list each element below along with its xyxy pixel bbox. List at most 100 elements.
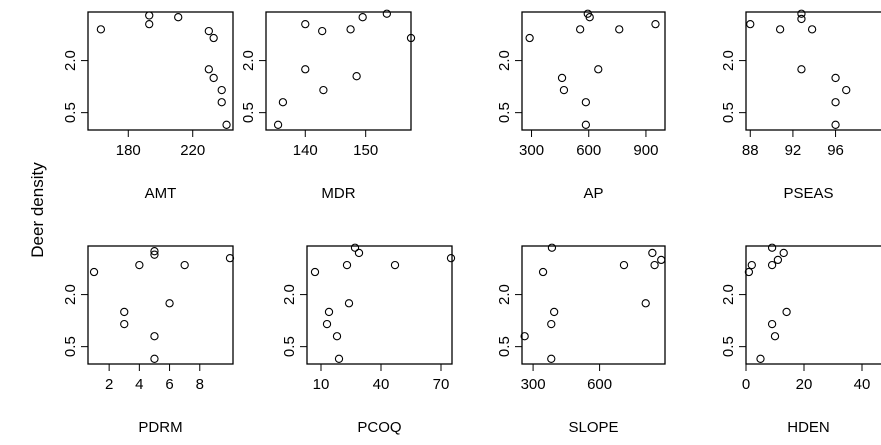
x-tick-label: 600 xyxy=(576,142,601,159)
data-point xyxy=(204,65,213,74)
data-point xyxy=(209,73,218,83)
x-tick-label: 6 xyxy=(165,376,173,393)
data-point xyxy=(120,307,129,317)
scatter-panel-2: 140 150 0.5 2.0 MDR xyxy=(240,9,416,202)
x-tick-label: 4 xyxy=(135,376,143,393)
data-point xyxy=(301,19,310,29)
x-axis-label: PSEAS xyxy=(783,185,833,202)
x-tick-label: 8 xyxy=(196,376,204,393)
y-tick-label: 0.5 xyxy=(720,102,737,123)
plot-frame xyxy=(306,245,453,365)
data-point xyxy=(775,25,785,34)
x-axis-label: AP xyxy=(583,185,603,202)
data-point xyxy=(278,98,288,107)
scatter-panel-7: 300 600 0.5 2.0 SLOPE xyxy=(496,243,666,436)
data-point xyxy=(322,319,332,329)
data-point xyxy=(651,19,660,29)
data-point xyxy=(446,253,456,263)
y-tick-label: 2.0 xyxy=(496,50,513,71)
data-point xyxy=(180,260,189,270)
data-point xyxy=(615,25,624,34)
data-point xyxy=(641,299,650,308)
data-point xyxy=(525,33,534,43)
data-point xyxy=(350,243,360,252)
plot-frame xyxy=(265,11,412,131)
scatter-panel-4: 88 92 96 0.5 2.0 PSEAS xyxy=(720,9,881,202)
x-tick-label: 70 xyxy=(433,376,450,393)
data-point xyxy=(382,9,391,18)
x-tick-label: 0 xyxy=(742,376,750,393)
data-point xyxy=(150,354,159,363)
data-point xyxy=(547,243,557,252)
data-point xyxy=(310,267,320,277)
data-point xyxy=(358,13,367,22)
x-tick-label: 2 xyxy=(105,376,113,393)
data-point xyxy=(334,354,344,363)
data-point xyxy=(831,73,840,83)
y-tick-label: 2.0 xyxy=(720,284,737,305)
y-tick-label: 0.5 xyxy=(281,336,298,357)
x-tick-label: 150 xyxy=(353,142,378,159)
data-point xyxy=(767,243,777,252)
scatter-panel-8: 0 20 40 0.5 2.0 HDEN xyxy=(720,243,881,436)
data-point xyxy=(581,98,591,107)
data-point xyxy=(581,120,591,129)
data-point xyxy=(352,72,361,81)
plot-frame xyxy=(521,11,666,131)
x-tick-label: 40 xyxy=(373,376,390,393)
x-axis-label: PCOQ xyxy=(357,419,401,436)
y-tick-label: 0.5 xyxy=(62,102,79,123)
data-point xyxy=(744,267,754,277)
data-point xyxy=(756,354,765,363)
data-point xyxy=(344,299,354,308)
x-tick-label: 900 xyxy=(633,142,658,159)
x-tick-label: 20 xyxy=(796,376,813,393)
plot-frame xyxy=(521,245,666,365)
scatter-panel-3: 300 600 900 0.5 2.0 AP xyxy=(496,9,666,202)
data-point xyxy=(782,307,791,317)
data-point xyxy=(842,85,851,95)
data-point xyxy=(273,120,283,129)
data-point xyxy=(120,319,129,329)
data-point xyxy=(547,354,556,363)
x-axis-label: PDRM xyxy=(138,419,182,436)
data-point xyxy=(797,65,806,74)
data-point xyxy=(619,260,629,270)
data-point xyxy=(779,248,788,258)
x-tick-label: 10 xyxy=(313,376,330,393)
x-tick-label: 300 xyxy=(521,376,546,393)
data-point xyxy=(559,85,569,95)
data-point xyxy=(594,65,603,74)
data-point xyxy=(222,120,231,129)
y-tick-label: 2.0 xyxy=(496,284,513,305)
y-tick-label: 2.0 xyxy=(62,50,79,71)
data-point xyxy=(150,250,159,259)
data-point xyxy=(831,120,840,129)
x-axis-label: SLOPE xyxy=(568,419,618,436)
plot-frame xyxy=(87,11,234,131)
y-tick-label: 2.0 xyxy=(281,284,298,305)
y-tick-label: 0.5 xyxy=(240,102,257,123)
scatter-panel-1: 180 220 0.5 2.0 AMT xyxy=(62,11,234,202)
x-tick-label: 300 xyxy=(519,142,544,159)
data-point xyxy=(576,25,585,34)
y-tick-label: 0.5 xyxy=(720,336,737,357)
data-point xyxy=(96,25,106,34)
x-tick-label: 600 xyxy=(587,376,612,393)
data-point xyxy=(145,19,154,29)
data-point xyxy=(557,73,567,83)
data-point xyxy=(342,260,352,270)
scatter-panel-6: 10 40 70 0.5 2.0 PCOQ xyxy=(281,243,456,436)
scatter-panel-5: 2 4 6 8 0.5 2.0 PDRM xyxy=(62,245,235,436)
figure-y-axis-label: Deer density xyxy=(28,162,47,258)
x-axis-label: MDR xyxy=(321,185,355,202)
data-point xyxy=(767,260,777,270)
plot-frame xyxy=(87,245,234,365)
data-point xyxy=(209,33,218,43)
x-tick-label: 88 xyxy=(742,142,759,159)
x-axis-label: AMT xyxy=(145,185,177,202)
data-point xyxy=(332,332,342,341)
data-point xyxy=(807,25,817,34)
y-tick-label: 2.0 xyxy=(240,50,257,71)
data-point xyxy=(145,11,154,20)
